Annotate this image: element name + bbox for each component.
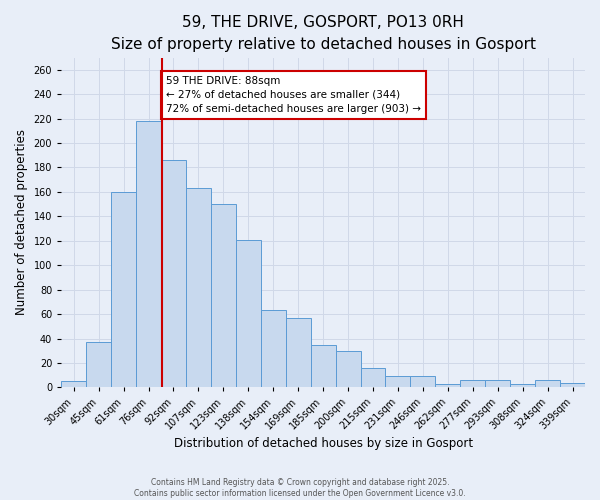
Y-axis label: Number of detached properties: Number of detached properties	[15, 130, 28, 316]
Bar	[335, 351, 361, 388]
Bar	[236, 240, 261, 388]
Bar	[436, 384, 460, 388]
Bar	[361, 368, 385, 388]
Text: 59 THE DRIVE: 88sqm
← 27% of detached houses are smaller (344)
72% of semi-detac: 59 THE DRIVE: 88sqm ← 27% of detached ho…	[166, 76, 421, 114]
Bar	[460, 380, 485, 388]
Bar	[211, 204, 236, 388]
Bar	[86, 342, 111, 388]
X-axis label: Distribution of detached houses by size in Gosport: Distribution of detached houses by size …	[173, 437, 473, 450]
Text: Contains HM Land Registry data © Crown copyright and database right 2025.
Contai: Contains HM Land Registry data © Crown c…	[134, 478, 466, 498]
Bar	[385, 376, 410, 388]
Bar	[61, 382, 86, 388]
Bar	[111, 192, 136, 388]
Bar	[510, 384, 535, 388]
Bar	[286, 318, 311, 388]
Bar	[311, 344, 335, 388]
Bar	[136, 121, 161, 388]
Title: 59, THE DRIVE, GOSPORT, PO13 0RH
Size of property relative to detached houses in: 59, THE DRIVE, GOSPORT, PO13 0RH Size of…	[110, 15, 536, 52]
Bar	[535, 380, 560, 388]
Bar	[261, 310, 286, 388]
Bar	[161, 160, 186, 388]
Bar	[560, 382, 585, 388]
Bar	[186, 188, 211, 388]
Bar	[410, 376, 436, 388]
Bar	[485, 380, 510, 388]
